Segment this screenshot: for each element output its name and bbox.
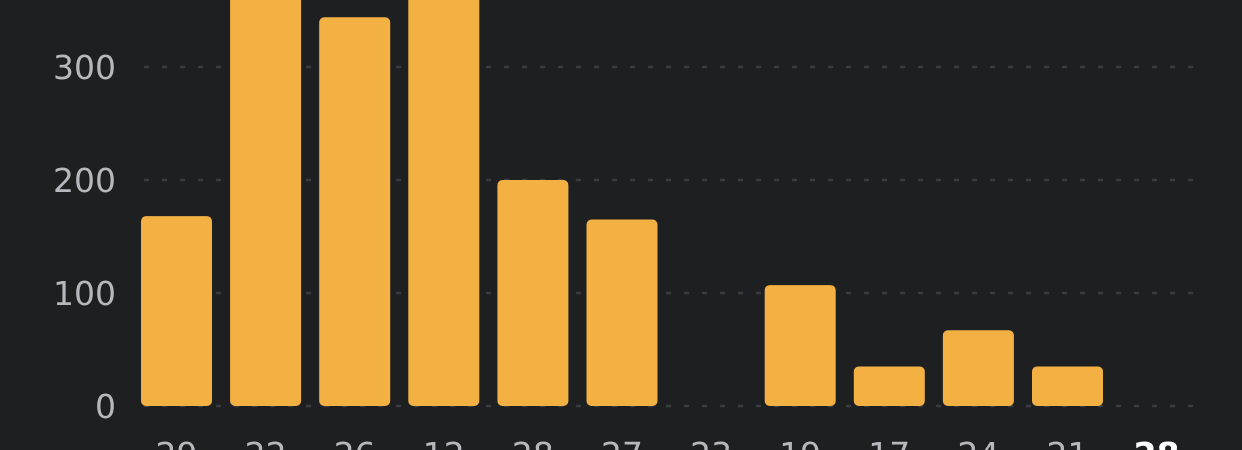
x-tick-label: 28	[512, 435, 554, 450]
bar	[319, 17, 391, 407]
bar	[586, 219, 658, 406]
x-tick-label: 29	[156, 435, 198, 450]
x-tick-label: 17	[868, 435, 910, 450]
x-tick-label: 22	[245, 435, 287, 450]
bar	[942, 330, 1014, 406]
x-tick-label: 24	[957, 435, 999, 450]
bars	[141, 0, 1103, 407]
bar	[764, 285, 836, 406]
bar	[1032, 366, 1103, 406]
x-tick-label-current: 28	[1134, 435, 1180, 450]
x-tick-label: 21	[1047, 435, 1089, 450]
x-tick-label: 19	[779, 435, 821, 450]
bar	[141, 216, 212, 406]
x-tick-label: 26	[334, 435, 376, 450]
y-axis: 0 100 200 300	[53, 48, 116, 426]
bar	[497, 180, 569, 406]
x-tick-label: 12	[423, 435, 465, 450]
y-tick-label: 300	[53, 48, 116, 87]
x-tick-label: 27	[601, 435, 643, 450]
x-axis: 29 22 26 12 28 27 23 19 17 24 21 28	[156, 435, 1180, 450]
bar	[230, 0, 302, 406]
y-tick-label: 0	[95, 387, 116, 426]
bar	[853, 366, 925, 406]
grid-lines	[143, 65, 1198, 408]
bar	[408, 0, 480, 406]
x-tick-label: 23	[690, 435, 732, 450]
y-tick-label: 100	[53, 274, 116, 313]
y-tick-label: 200	[53, 161, 116, 200]
